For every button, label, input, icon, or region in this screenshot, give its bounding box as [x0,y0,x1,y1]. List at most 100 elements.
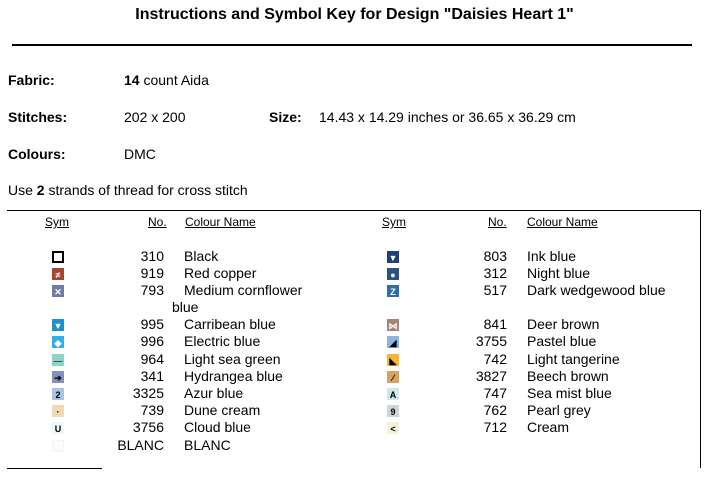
fabric-count: 14 [124,72,140,88]
symbol-key-table [7,210,701,468]
key-row-left: ▼ 995 Carribean blue [0,316,709,333]
key-row-left: ✕ 793 Medium cornflower [0,282,709,299]
fabric-value: 14 count Aida [124,72,209,88]
dmc-number: 3325 [132,385,164,401]
header-name-left: Colour Name [185,215,256,229]
key-row-right: Z 517 Dark wedgewood blue [0,282,709,299]
colour-name: Medium cornflower [184,282,303,298]
colour-name: Deer brown [527,316,600,332]
dmc-number: 841 [483,316,507,332]
key-row-right: A 747 Sea mist blue [0,385,709,402]
dmc-number: 964 [140,351,164,367]
header-name-right: Colour Name [527,215,598,229]
less-than-icon: < [387,422,399,434]
triangle-down-icon: ▼ [52,319,64,331]
colour-name: Azur blue [184,385,244,401]
dmc-number: 712 [483,419,507,435]
hollow-square-icon [52,251,64,263]
u-shape-icon: U [52,422,64,434]
dmc-number: 3756 [132,419,164,435]
dmc-number: 517 [483,282,507,298]
key-row-left: ◆ 996 Electric blue [0,333,709,350]
key-row-right: ▼ 803 Ink blue [0,248,709,265]
colour-name: Red copper [184,265,257,281]
dmc-number: 742 [483,351,507,367]
colour-name: Night blue [527,265,591,281]
key-row-left: ➔ 341 Hydrangea blue [0,368,709,385]
cross-icon: ✕ [52,285,64,297]
page-title: Instructions and Symbol Key for Design "… [135,6,574,23]
strands-instruction: Use 2 strands of thread for cross stitch [8,182,248,198]
dmc-number: 3827 [475,368,507,384]
fabric-label: Fabric: [8,72,55,88]
key-row-left: BLANC BLANC [0,437,709,454]
dmc-number: 310 [140,248,164,264]
key-row-right: ⁄ 3827 Beech brown [0,368,709,385]
key-row-left: ≠ 919 Red copper [0,265,709,282]
header-no-left: No. [148,215,167,229]
key-row-right: <712 Cream [0,419,709,436]
strands-post: strands of thread for cross stitch [44,182,248,198]
header-sym-left: Sym [45,215,69,229]
colour-name: Beech brown [527,368,609,384]
colour-name: Light tangerine [527,351,620,367]
colour-name: Electric blue [184,333,261,349]
dmc-number: 312 [483,265,507,281]
colour-name: Pearl grey [527,402,591,418]
colours-label: Colours: [8,146,66,162]
triangle-down-icon: ▼ [387,251,399,263]
colour-name: Dune cream [184,402,261,418]
dmc-number: 803 [483,248,507,264]
colour-name-continuation: blue [172,299,199,315]
stitches-value: 202 x 200 [124,109,186,125]
colour-name: Cream [527,419,570,435]
dot-icon: · [52,405,64,417]
key-row-left: U 3756 Cloud blue [0,419,709,436]
fabric-type: count Aida [139,72,209,88]
size-label: Size: [269,109,302,125]
dmc-number: 919 [140,265,164,281]
bowtie-icon: ⋈ [387,319,399,331]
colour-name: Light sea green [184,351,281,367]
colour-name: Black [184,248,219,264]
colour-name: Dark wedgewood blue [527,282,666,298]
dmc-number: 793 [140,282,164,298]
key-row-right: ◣ 742 Light tangerine [0,351,709,368]
number-nine-icon: 9 [387,405,399,417]
key-row-right: ⋈ 841 Deer brown [0,316,709,333]
header-sym-right: Sym [382,215,406,229]
key-row-right: 9 762 Pearl grey [0,402,709,419]
key-row-left: — 964 Light sea green [0,351,709,368]
table-foot-rule [7,468,102,469]
dmc-number: 747 [483,385,507,401]
dmc-number: 739 [140,402,164,418]
dmc-number: 995 [140,316,164,332]
not-equal-icon: ≠ [52,268,64,280]
number-two-icon: 2 [52,388,64,400]
letter-z-icon: Z [387,285,399,297]
letter-a-icon: A [387,388,399,400]
key-row-left: 310 Black [0,248,709,265]
dash-icon: — [52,354,64,366]
size-value: 14.43 x 14.29 inches or 36.65 x 36.29 cm [319,109,576,125]
blank-icon [52,440,64,452]
colour-name: Ink blue [527,248,577,264]
key-row-right: ● 312 Night blue [0,265,709,282]
dmc-number: 996 [140,333,164,349]
arrow-right-icon: ➔ [52,371,64,383]
colour-name: Pastel blue [527,333,597,349]
stitches-label: Stitches: [8,109,68,125]
colour-name: Sea mist blue [527,385,612,401]
title-rule [12,44,692,46]
colour-name: Hydrangea blue [184,368,283,384]
dmc-number: 3755 [475,333,507,349]
colour-name: Carribean blue [184,316,276,332]
key-row-right: ◢ 3755 Pastel blue [0,333,709,350]
corner-triangle-icon: ◢ [387,336,399,348]
circle-icon: ● [387,268,399,280]
key-row-left: · 739 Dune cream [0,402,709,419]
header-no-right: No. [488,215,507,229]
diamond-icon: ◆ [52,336,64,348]
strands-pre: Use [8,182,37,198]
colour-name: Cloud blue [184,419,251,435]
